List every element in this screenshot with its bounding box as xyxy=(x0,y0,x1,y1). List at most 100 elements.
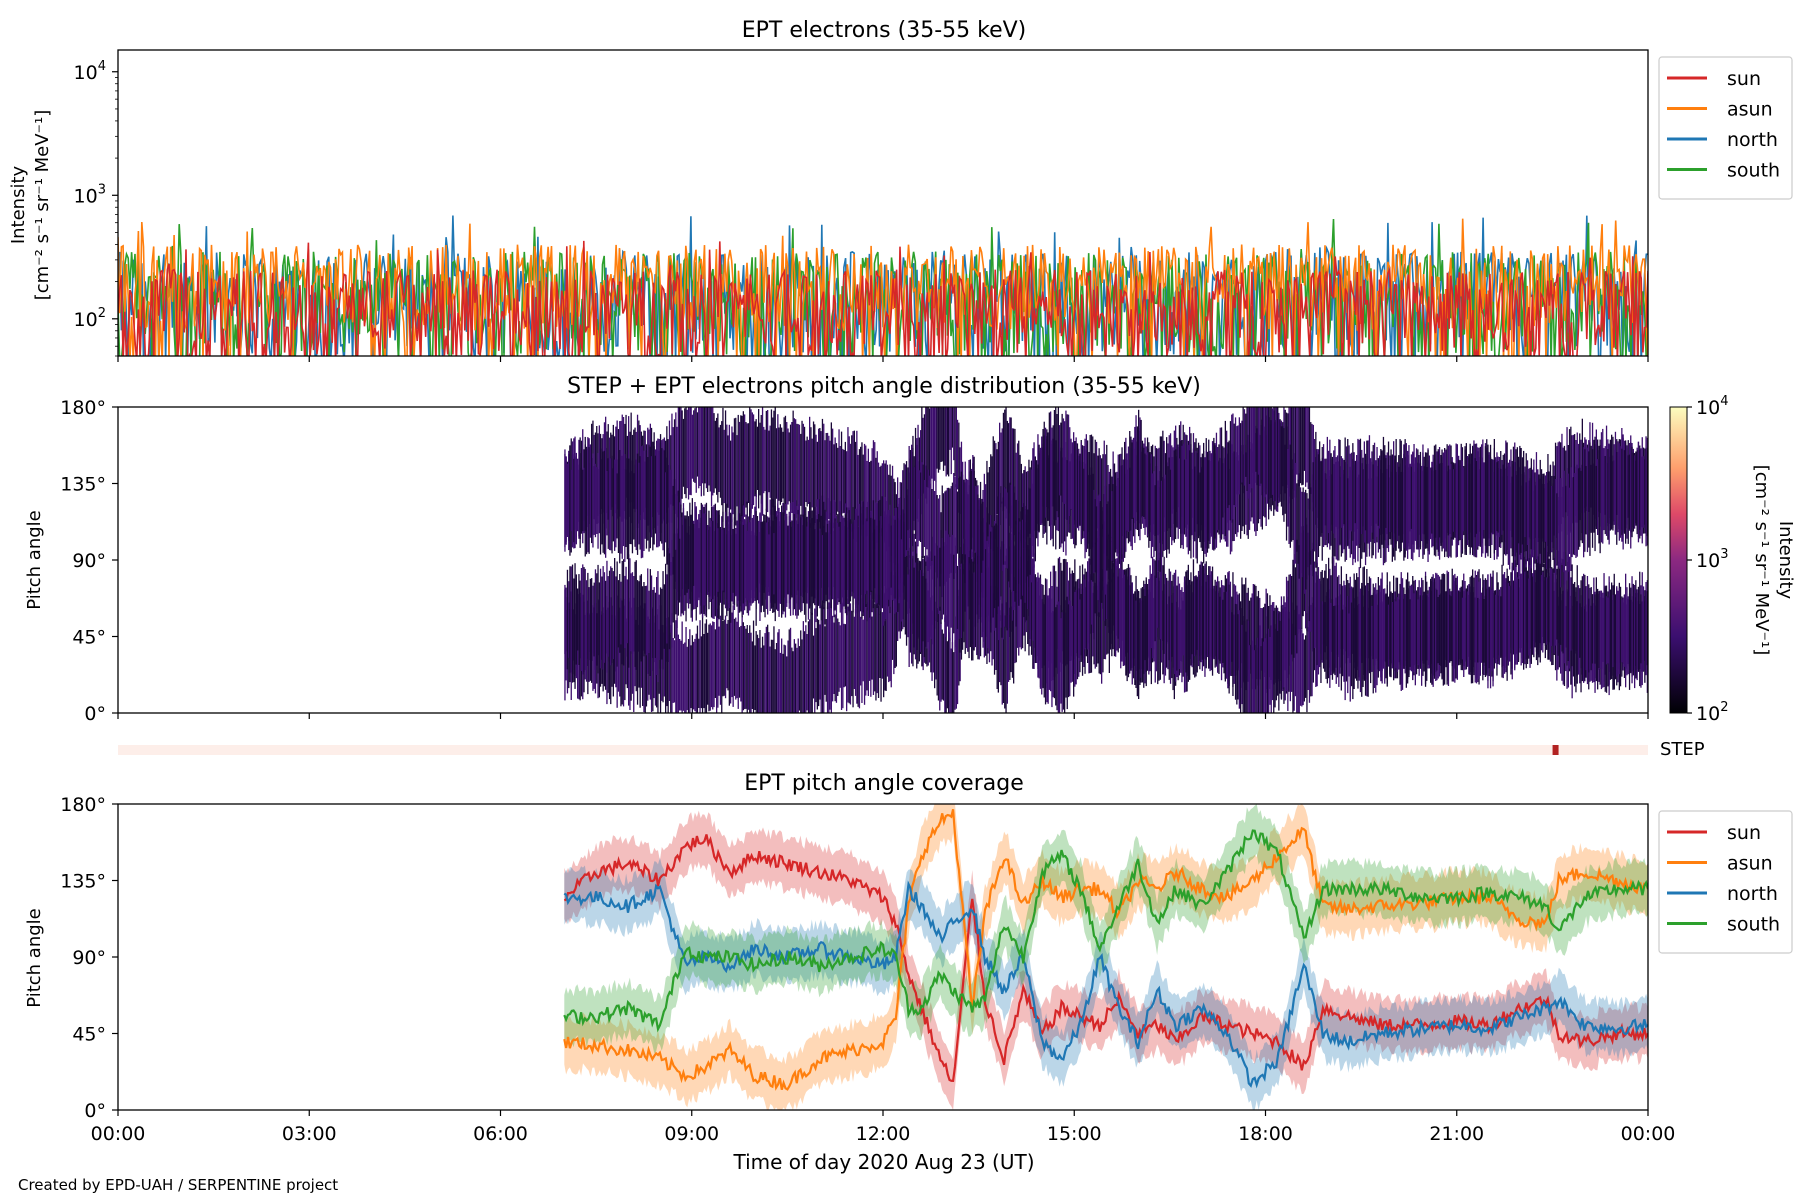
pad-cell xyxy=(564,584,566,655)
pad-cell xyxy=(686,511,688,593)
coverage-panel-title: EPT pitch angle coverage xyxy=(744,771,1024,796)
pad-cell xyxy=(1229,421,1232,521)
pad-cell xyxy=(1227,442,1229,508)
pad-cell xyxy=(1616,439,1618,545)
pad-cell xyxy=(1157,560,1159,628)
pad-cell xyxy=(1576,464,1578,557)
pad-cell xyxy=(942,546,945,615)
pad-cell xyxy=(679,407,681,514)
pad-cell xyxy=(814,608,816,713)
pad-cell xyxy=(699,407,701,486)
pad-cell xyxy=(786,422,788,511)
pad-cell xyxy=(1470,575,1473,684)
pad-cell xyxy=(1544,576,1546,646)
pad-cell xyxy=(633,429,635,509)
pad-cell xyxy=(732,528,734,593)
pad-cell xyxy=(951,642,954,713)
pad-cell xyxy=(643,450,645,551)
pad-cell xyxy=(1330,453,1332,531)
pad-cell xyxy=(1311,474,1313,571)
pad-cell xyxy=(1064,600,1066,713)
pad-cell xyxy=(764,633,766,713)
pad-cell xyxy=(1510,449,1512,549)
pad-cell xyxy=(840,602,843,710)
pad-cell xyxy=(636,580,639,652)
pad-cell xyxy=(1319,578,1321,668)
pad-cell xyxy=(1149,463,1151,541)
y-tick-label: 103 xyxy=(74,182,106,207)
pad-cell xyxy=(737,524,739,601)
pad-cell xyxy=(905,461,908,551)
pad-cell xyxy=(1533,459,1535,550)
pad-cell xyxy=(1181,445,1183,546)
pad-cell xyxy=(570,566,572,673)
pad-cell xyxy=(1622,597,1624,664)
pad-cell xyxy=(1364,585,1367,696)
pad-cell xyxy=(1037,464,1039,531)
pad-cell xyxy=(687,407,690,500)
pad-cell xyxy=(871,616,873,680)
pad-cell xyxy=(768,430,770,493)
pad-cell xyxy=(750,535,752,599)
pad-cell xyxy=(761,528,764,606)
pad-cell xyxy=(1461,597,1464,660)
pad-cell xyxy=(1150,573,1152,649)
pad-cell xyxy=(1623,594,1626,667)
pad-cell xyxy=(1116,479,1118,550)
pad-cell xyxy=(962,554,964,650)
pad-cell xyxy=(830,522,832,609)
pad-cell xyxy=(835,612,838,703)
pad-cell xyxy=(1621,448,1623,536)
pad-cell xyxy=(1561,497,1563,565)
pad-cell xyxy=(710,520,713,600)
pad-cell xyxy=(1209,453,1211,544)
pad-cell xyxy=(1298,545,1300,630)
pad-cell xyxy=(767,624,769,713)
pad-cell xyxy=(1302,633,1304,706)
pad-cell xyxy=(1099,455,1101,529)
pad-cell xyxy=(1066,414,1068,520)
pad-cell xyxy=(1210,571,1212,669)
pad-cell xyxy=(1138,409,1140,524)
pad-cell xyxy=(866,460,868,523)
pad-cell xyxy=(809,523,811,609)
pad-cell xyxy=(1090,467,1093,581)
pad-cell xyxy=(1611,582,1613,680)
pad-cell xyxy=(1488,586,1490,677)
pad-cell xyxy=(903,554,905,628)
pad-cell xyxy=(1305,635,1307,698)
pad-cell xyxy=(1334,446,1336,539)
pad-cell xyxy=(1422,444,1424,556)
pad-cell xyxy=(756,536,759,601)
pad-cell xyxy=(949,488,951,574)
pad-cell xyxy=(597,453,599,549)
pad-cell xyxy=(1403,598,1405,669)
pad-cell xyxy=(712,621,714,710)
pad-cell xyxy=(1330,602,1332,676)
pad-cell xyxy=(1347,596,1349,694)
pad-cell xyxy=(608,570,611,662)
pad-cell xyxy=(941,537,943,620)
pad-cell xyxy=(1498,590,1501,665)
pad-cell xyxy=(967,522,969,596)
pad-cell xyxy=(1308,483,1311,576)
pad-cell xyxy=(1246,619,1248,713)
pad-cell xyxy=(1630,435,1632,549)
pad-cell xyxy=(1106,584,1108,655)
pad-cell xyxy=(932,407,934,481)
pad-cell xyxy=(954,407,956,477)
pad-cell xyxy=(1004,409,1006,507)
pad-cell xyxy=(982,560,984,648)
pad-cell xyxy=(631,572,634,654)
pad-cell xyxy=(1196,578,1198,650)
pad-cell xyxy=(1487,451,1489,540)
pad-cell xyxy=(1187,564,1189,676)
pad-cell xyxy=(1446,573,1448,685)
pad-cell xyxy=(814,529,816,606)
x-tick-label: 03:00 xyxy=(282,1123,337,1145)
pad-cell xyxy=(1005,602,1007,713)
pad-cell xyxy=(744,414,746,517)
pad-cell xyxy=(1200,561,1202,663)
pad-cell xyxy=(1251,407,1253,489)
pad-cell xyxy=(1612,594,1614,668)
